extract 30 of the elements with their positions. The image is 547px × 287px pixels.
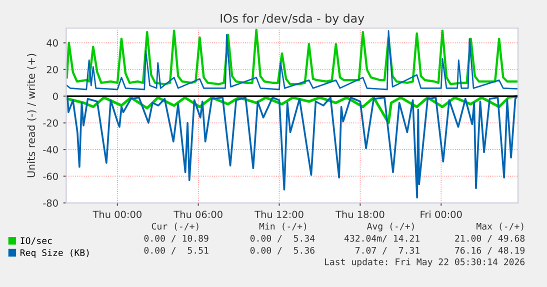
y-tick-label: -80 [43, 199, 58, 207]
text: Min (-/+) [259, 222, 306, 231]
text: 432.04m/ 14.21 [344, 234, 420, 242]
chart-title: IOs for /dev/sda - by day [220, 14, 364, 26]
text: 21.00 / 49.68 [455, 234, 525, 242]
text: 0.00 / 5.34 [250, 234, 315, 242]
y-tick-label: 0 [53, 92, 58, 100]
text: Avg (-/+) [366, 222, 414, 232]
text: Cur (-/+) [152, 222, 198, 231]
y-tick-label: -60 [43, 172, 58, 180]
text: 0.00 / 10.89 [144, 234, 208, 242]
y-axis-title: Units read (-) / write (+) [27, 54, 36, 178]
y-tick-label: -40 [43, 146, 58, 154]
legend-label: Req Size (KB) [20, 249, 89, 258]
text: 76.16 / 48.19 [455, 246, 525, 254]
text: 7.07 / 7.31 [355, 246, 420, 254]
text: Last update: Fri May 22 05:30:14 2026 [324, 258, 525, 267]
x-tick-label: Fri 00:00 [420, 210, 462, 218]
y-tick-label: -20 [43, 119, 58, 127]
y-tick-label: 20 [46, 66, 58, 74]
x-tick-label: Thu 18:00 [335, 210, 384, 218]
text: 0.00 / 5.51 [144, 246, 208, 254]
x-tick-label: Thu 12:00 [254, 210, 304, 218]
x-tick-label: Thu 06:00 [174, 210, 222, 218]
text: 0.00 / 5.36 [250, 246, 314, 254]
text: Max (-/+) [476, 222, 524, 231]
y-tick-label: 40 [46, 39, 58, 47]
legend-label: IO/sec [20, 237, 52, 245]
line-series [66, 95, 518, 198]
x-tick-label: Thu 00:00 [92, 210, 142, 218]
